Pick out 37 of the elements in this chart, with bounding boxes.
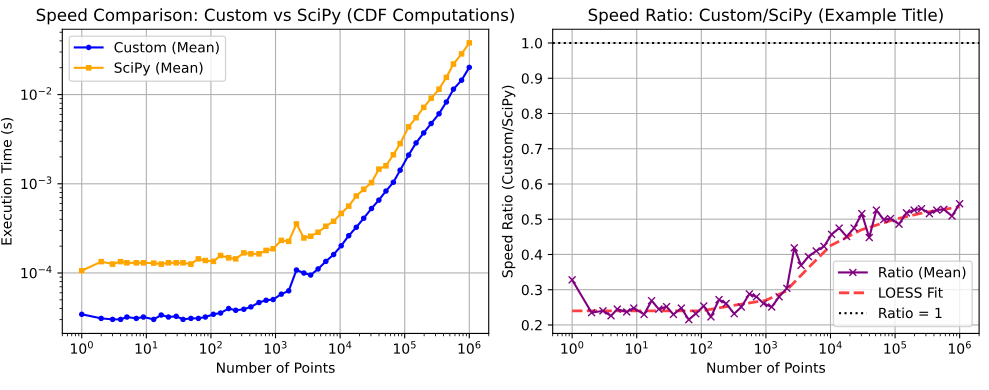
x-tick-label: 10$^{5}$ xyxy=(394,341,416,354)
y-tick-label: 0.2 xyxy=(522,320,542,330)
x-tick-label: 10$^{2}$ xyxy=(690,341,712,354)
y-tick-label: 1.0 xyxy=(522,38,542,48)
x-tick-label: 10$^{3}$ xyxy=(264,341,287,354)
y-tick-label: 10$^{−2}$ xyxy=(21,87,52,100)
x-tick-label: 10$^{4}$ xyxy=(820,341,842,354)
y-tick-label: 0.9 xyxy=(522,73,542,84)
x-tick-label: 10$^{0}$ xyxy=(561,341,584,354)
x-tick-label: 10$^{1}$ xyxy=(136,341,158,354)
x-tick-label: 10$^{6}$ xyxy=(458,341,480,354)
legend-label: Ratio (Mean) xyxy=(879,266,966,280)
x-tick-label: 10$^{3}$ xyxy=(755,341,777,354)
x-tick-label: 10$^{6}$ xyxy=(948,341,971,354)
legend-label: LOESS Fit xyxy=(879,287,943,298)
x-axis-title: Number of Points xyxy=(707,362,826,373)
chart-title: Speed Ratio: Custom/SciPy (Example Title) xyxy=(588,8,943,24)
y-tick-label: 10$^{−4}$ xyxy=(21,266,52,278)
y-tick-label: 0.6 xyxy=(522,178,542,190)
x-tick-label: 10$^{4}$ xyxy=(329,341,352,354)
x-tick-label: 10$^{5}$ xyxy=(884,341,906,354)
y-tick-label: 0.7 xyxy=(522,144,542,154)
legend-label: Ratio = 1 xyxy=(879,308,942,318)
y-tick-label: 10$^{−3}$ xyxy=(21,176,52,190)
x-tick-label: 10$^{1}$ xyxy=(626,341,648,354)
y-axis-title: Speed Ratio (Custom/SciPy) xyxy=(502,86,516,278)
y-axis-title: Execution Time (s) xyxy=(0,118,14,245)
y-tick-label: 0.8 xyxy=(522,108,542,119)
y-tick-label: 0.4 xyxy=(522,249,542,260)
x-axis-title: Number of Points xyxy=(217,362,335,373)
legend-label: Custom (Mean) xyxy=(114,42,219,54)
x-tick-label: 10$^{0}$ xyxy=(71,341,93,354)
y-tick-label: 0.3 xyxy=(522,284,542,296)
chart-title: Speed Comparison: Custom vs SciPy (CDF Computations) xyxy=(36,8,514,24)
y-tick-label: 0.5 xyxy=(522,214,542,225)
x-tick-label: 10$^{2}$ xyxy=(200,341,222,354)
legend-label: SciPy (Mean) xyxy=(114,62,202,76)
